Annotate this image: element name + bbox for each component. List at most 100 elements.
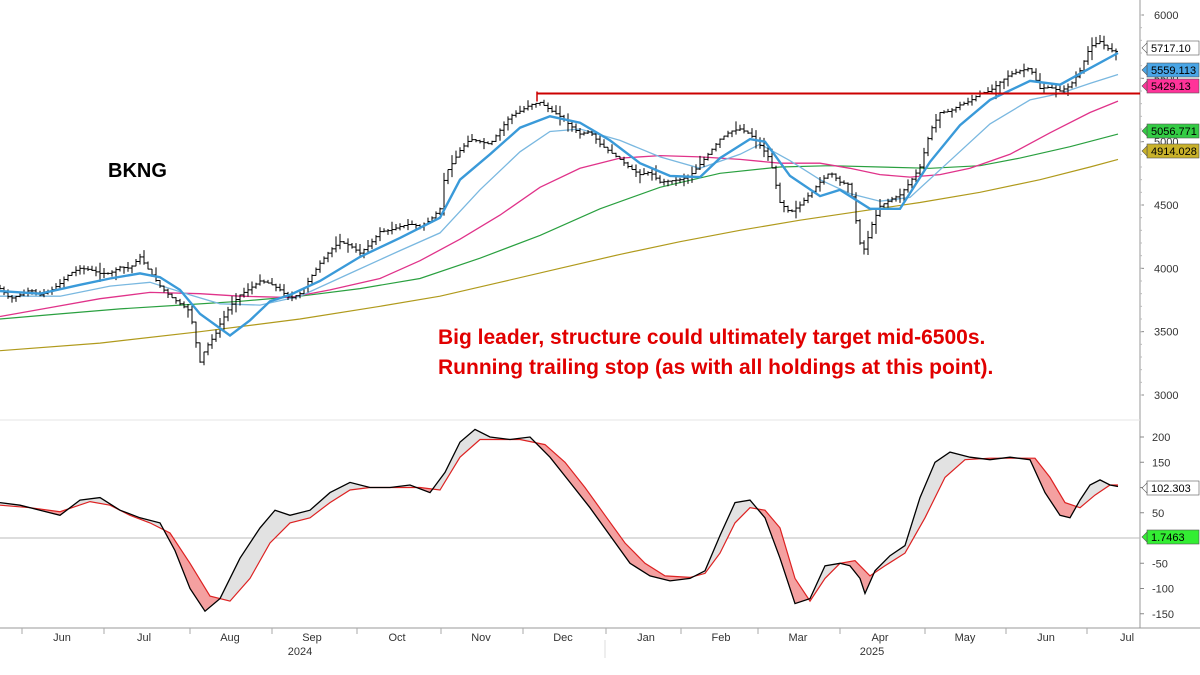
osc-fill-segment — [194, 569, 196, 598]
osc-fill-segment — [942, 456, 944, 484]
osc-fill-segment — [930, 469, 932, 508]
osc-fill-segment — [324, 496, 326, 508]
osc-fill-segment — [720, 531, 722, 554]
osc-fill-segment — [282, 512, 284, 531]
price-last-value-tag: 5056.771 — [1141, 123, 1200, 139]
osc-fill-segment — [944, 454, 946, 480]
series-line-signal — [0, 438, 1118, 603]
osc-fill-segment — [922, 488, 924, 524]
price-tag-label: 5717.10 — [1151, 43, 1191, 55]
osc-fill-segment — [854, 560, 856, 574]
osc-fill-segment — [670, 576, 672, 581]
osc-fill-segment — [952, 452, 954, 472]
price-tag-pointer — [1141, 125, 1148, 137]
osc-fill-segment — [1102, 480, 1104, 491]
osc-fill-segment — [276, 510, 278, 537]
osc-fill-segment — [780, 527, 782, 565]
osc-fill-segment — [616, 530, 618, 547]
x-tick-label: Sep — [302, 632, 322, 644]
osc-fill-segment — [1064, 500, 1066, 517]
osc-fill-segment — [724, 522, 726, 546]
osc-fill-segment — [436, 481, 438, 490]
osc-fill-segment — [788, 554, 790, 589]
osc-fill-segment — [736, 502, 738, 522]
annotation-line-2: Running trailing stop (as with all holdi… — [438, 356, 994, 379]
osc-fill-segment — [628, 546, 630, 564]
osc-fill-segment — [554, 452, 556, 465]
osc-fill-segment — [950, 452, 952, 473]
osc-fill-segment — [626, 544, 628, 561]
osc-fill-segment — [1066, 502, 1068, 518]
series-line-osc — [0, 428, 1119, 613]
osc-fill-segment — [868, 573, 870, 587]
osc-fill-segment — [1050, 477, 1052, 504]
osc-fill-segment — [804, 592, 806, 601]
osc-fill-segment — [80, 499, 82, 506]
osc-fill-segment — [260, 525, 262, 561]
osc-fill-segment — [202, 582, 204, 610]
osc-fill-segment — [946, 453, 948, 477]
osc-fill-segment — [256, 530, 258, 568]
osc-fill-segment — [934, 461, 936, 500]
osc-fill-segment — [1060, 494, 1062, 516]
osc-tag-pointer — [1141, 531, 1148, 543]
osc-fill-segment — [250, 540, 252, 579]
osc-fill-segment — [196, 573, 198, 601]
osc-fill-segment — [850, 561, 852, 569]
osc-last-value-tag: 1.7463 — [1141, 529, 1200, 545]
osc-fill-segment — [344, 484, 346, 494]
osc-fill-segment — [460, 440, 462, 458]
osc-fill-segment — [314, 504, 316, 515]
osc-fill-segment — [790, 561, 792, 595]
osc-fill-segment — [268, 516, 270, 547]
osc-fill-segment — [562, 459, 564, 475]
osc-fill-segment — [472, 430, 474, 447]
osc-fill-segment — [238, 558, 240, 593]
osc-fill-segment — [638, 556, 640, 570]
osc-fill-segment — [330, 491, 332, 503]
price-bars — [0, 34, 1118, 366]
osc-fill-segment — [94, 498, 96, 503]
osc-fill-segment — [614, 527, 616, 544]
osc-y-tick-label: 50 — [1152, 508, 1164, 520]
osc-fill-segment — [722, 526, 724, 550]
osc-fill-segment — [740, 501, 742, 518]
osc-fill-segment — [564, 461, 566, 478]
osc-fill-segment — [526, 437, 528, 442]
osc-fill-segment — [650, 566, 652, 577]
osc-fill-segment — [948, 452, 950, 475]
osc-fill-segment — [528, 437, 530, 442]
series-line-ma_pink — [0, 100, 1119, 318]
osc-fill-segment — [766, 511, 768, 526]
osc-fill-segment — [676, 576, 678, 581]
osc-fill-segment — [890, 554, 892, 563]
osc-fill-segment — [262, 523, 264, 558]
x-tick-label: Apr — [871, 632, 888, 644]
x-tick-label: Aug — [220, 632, 240, 644]
osc-fill-segment — [1056, 487, 1058, 513]
price-y-tick-label: 6000 — [1154, 10, 1178, 22]
price-tag-pointer — [1141, 80, 1148, 92]
osc-fill-segment — [482, 432, 484, 440]
osc-fill-segment — [476, 429, 478, 444]
osc-fill-segment — [82, 499, 84, 505]
osc-fill-segment — [800, 585, 802, 602]
x-tick-label: Jun — [53, 632, 71, 644]
osc-fill-segment — [206, 589, 208, 611]
osc-fill-segment — [236, 562, 238, 595]
osc-fill-segment — [938, 458, 940, 492]
osc-fill-segment — [782, 534, 784, 571]
osc-fill-segment — [856, 561, 858, 576]
osc-fill-segment — [1048, 474, 1050, 501]
price-tag-pointer — [1141, 64, 1148, 76]
osc-fill-segment — [246, 546, 248, 583]
osc-fill-segment — [858, 563, 860, 579]
osc-fill-segment — [784, 541, 786, 577]
osc-fill-segment — [558, 456, 560, 470]
osc-fill-segment — [726, 517, 728, 542]
osc-fill-segment — [624, 541, 626, 558]
osc-fill-segment — [278, 511, 280, 535]
x-tick-label: Feb — [712, 632, 731, 644]
osc-fill-segment — [834, 563, 836, 570]
